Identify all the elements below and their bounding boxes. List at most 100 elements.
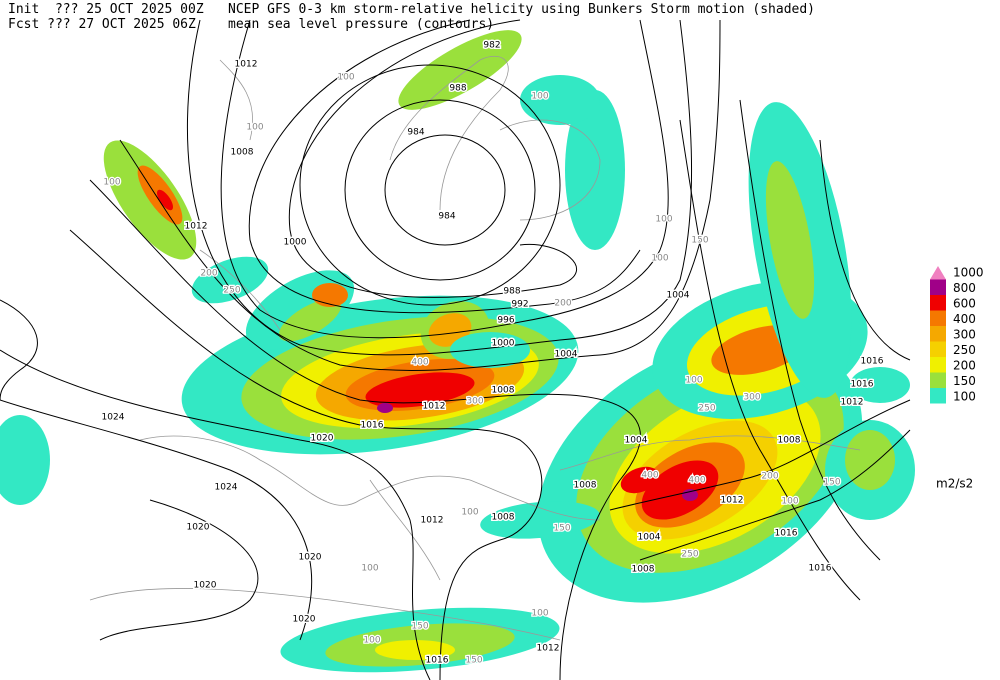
helicity-label: 400 <box>688 476 705 486</box>
isobar-label: 1012 <box>235 60 258 70</box>
coastline <box>89 588 561 641</box>
helicity-label: 100 <box>651 254 668 264</box>
isobar-label: 1000 <box>284 238 307 248</box>
isobar-label: 1000 <box>492 339 515 349</box>
isobar-label: 1004 <box>625 436 648 446</box>
helicity-area <box>520 75 600 125</box>
legend-label: 800 <box>953 281 976 295</box>
legend-swatch <box>930 341 946 357</box>
isobar <box>609 399 911 511</box>
isobar-label: 1012 <box>185 222 208 232</box>
helicity-label: 300 <box>743 393 760 403</box>
isobar-label: 1004 <box>667 291 690 301</box>
isobar <box>288 19 577 298</box>
helicity-shading <box>0 30 915 673</box>
legend-swatch <box>930 266 946 280</box>
legend-swatch <box>930 326 946 342</box>
legend-swatch <box>930 357 946 373</box>
legend-label: 200 <box>953 358 976 372</box>
coastlines <box>89 55 861 641</box>
isobar-label: 1016 <box>861 357 884 367</box>
helicity-label: 250 <box>223 286 240 296</box>
isobar-label: 1008 <box>632 565 655 575</box>
helicity-label: 200 <box>761 472 778 482</box>
helicity-area <box>480 501 600 539</box>
legend-swatch <box>930 310 946 326</box>
isobar-label: 1024 <box>215 483 238 493</box>
isobar <box>739 99 881 561</box>
helicity-area <box>850 367 910 403</box>
isobar-label: 1024 <box>102 413 125 423</box>
isobar <box>0 349 431 680</box>
isobar <box>639 429 911 561</box>
subtitle: mean sea level pressure (contours) <box>228 17 494 32</box>
helicity-label: 100 <box>361 564 378 574</box>
coastline <box>369 435 861 581</box>
isobar-label: 1016 <box>775 529 798 539</box>
legend-label: 300 <box>953 327 976 341</box>
helicity-area <box>398 30 522 110</box>
isobar-label: 1008 <box>231 148 254 158</box>
isobar-label: 1008 <box>778 436 801 446</box>
legend-swatch <box>930 279 946 295</box>
helicity-area <box>0 415 50 505</box>
isobar-label: 1004 <box>555 350 578 360</box>
isobar-label: 1008 <box>492 513 515 523</box>
helicity-label: 100 <box>531 92 548 102</box>
isobar <box>186 19 693 356</box>
helicity-area <box>278 298 342 342</box>
helicity-area <box>565 90 625 250</box>
helicity-area <box>156 189 174 211</box>
isobar-label: 1020 <box>187 523 210 533</box>
isobar-label: 988 <box>503 287 520 297</box>
helicity-label: 150 <box>465 656 482 666</box>
helicity-area <box>641 460 719 520</box>
isobar-label: 988 <box>449 84 466 94</box>
init-time: Init ??? 25 OCT 2025 00Z <box>8 2 204 17</box>
isobar-label: 1012 <box>841 398 864 408</box>
isobar-label: 1016 <box>361 421 384 431</box>
forecast-time: Fcst ??? 27 OCT 2025 06Z <box>8 17 196 32</box>
helicity-label: 100 <box>531 609 548 619</box>
helicity-area <box>312 283 348 307</box>
title: NCEP GFS 0-3 km storm-relative helicity … <box>228 2 815 17</box>
isobar <box>119 19 721 371</box>
isobar-label: 984 <box>407 128 424 138</box>
isobar-label: 1012 <box>537 644 560 654</box>
helicity-label: 200 <box>200 269 217 279</box>
helicity-label: 300 <box>466 397 483 407</box>
isobar <box>69 229 543 680</box>
isobar <box>384 134 506 246</box>
legend-unit: m2/s2 <box>936 477 973 491</box>
isobar-label: 1020 <box>311 434 334 444</box>
helicity-area <box>365 372 475 408</box>
helicity-label: 250 <box>698 404 715 414</box>
isobar-label: 1012 <box>423 402 446 412</box>
isobar <box>344 99 536 281</box>
helicity-area <box>450 332 530 368</box>
coastline <box>199 59 281 331</box>
legend-label: 400 <box>953 312 976 326</box>
helicity-label: 150 <box>823 478 840 488</box>
legend-swatch <box>930 372 946 388</box>
isobar-label: 1012 <box>721 496 744 506</box>
legend-label: 250 <box>953 343 976 357</box>
isobar-label: 984 <box>438 212 455 222</box>
helicity-label: 150 <box>553 524 570 534</box>
isobar-label: 1016 <box>851 380 874 390</box>
isobars <box>0 19 911 680</box>
coastline <box>139 435 601 521</box>
coastline <box>389 55 509 211</box>
helicity-label: 150 <box>411 622 428 632</box>
helicity-area <box>377 403 393 413</box>
isobar-label: 1008 <box>492 386 515 396</box>
isobar <box>99 499 259 641</box>
isobar-label: 1008 <box>574 481 597 491</box>
isobar-label: 1020 <box>194 581 217 591</box>
map-labels: 982 988 984 984 1012 1008 1012 1000 988 992 996 100… <box>100 39 885 667</box>
helicity-label: 400 <box>641 471 658 481</box>
isobar-label: 1012 <box>421 516 444 526</box>
isobar-label: 1016 <box>426 656 449 666</box>
legend-label: 150 <box>953 374 976 388</box>
